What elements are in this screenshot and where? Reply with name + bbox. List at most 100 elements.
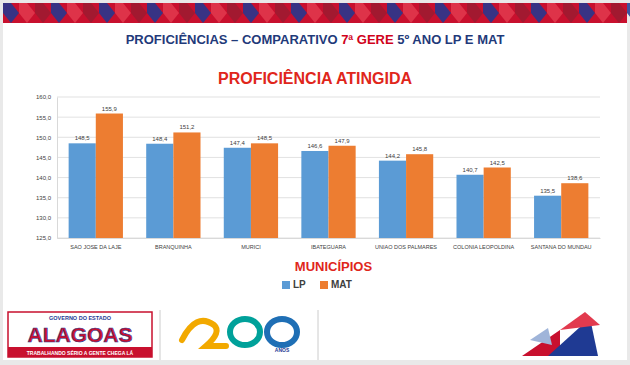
logo-arc: [182, 321, 226, 346]
grid-line: [57, 117, 600, 118]
y-tick-label: 130,0: [36, 215, 52, 221]
data-label: 148,4: [152, 136, 168, 142]
legend-item: LP: [282, 279, 306, 290]
data-label: 147,9: [335, 138, 351, 144]
x-tick: BRANQUINHA: [155, 238, 192, 250]
stripe-shape: [563, 3, 579, 23]
data-label: 146,6: [307, 143, 323, 149]
stripe-shape: [419, 3, 435, 23]
bar: [456, 175, 483, 238]
data-label: 138,6: [567, 175, 583, 181]
stripe-shape: [243, 3, 259, 23]
stripe-shape: [307, 3, 323, 23]
corner-decoration: [522, 312, 600, 356]
legend: LPMAT: [282, 279, 352, 290]
stripe-shape: [131, 3, 147, 23]
state-logo: GOVERNO DO ESTADOALAGOASTRABALHANDO SÉRI…: [8, 312, 152, 357]
bar: [534, 196, 561, 238]
x-tick-label: IBATEGUARA: [311, 244, 346, 250]
stripe-shape: [467, 3, 483, 23]
y-tick-label: 155,0: [36, 115, 52, 121]
stripe-shape: [547, 3, 563, 23]
stripe-shape: [147, 3, 163, 23]
stripe-shape: [67, 3, 83, 23]
anniversary-logo: ANOS: [182, 319, 297, 353]
heading-part: 5º ANO LP E MAT: [394, 32, 505, 47]
stripe-base: [3, 3, 627, 23]
y-axis-line: [57, 98, 58, 239]
x-axis-line: [58, 238, 601, 239]
y-tick-label: 125,0: [36, 235, 52, 241]
grid-line: [57, 97, 600, 98]
data-label: 135,5: [540, 188, 556, 194]
stripe-shape: [275, 3, 291, 23]
stripe-shape: [515, 3, 531, 23]
stripe-shape: [355, 3, 371, 23]
stripe-shape: [627, 3, 630, 23]
y-tick-label: 145,0: [36, 155, 52, 161]
logo-ring: [230, 319, 260, 345]
stripe-shape: [83, 3, 99, 23]
bar: [69, 143, 96, 238]
background: [0, 0, 630, 365]
logo-band: [8, 347, 152, 357]
data-label: 144,2: [385, 153, 401, 159]
slide: PROFICIÊNCIAS – COMPARATIVO 7ª GERE 5º A…: [0, 0, 630, 365]
top-stripe: [3, 3, 630, 23]
y-tick-label: 150,0: [36, 135, 52, 141]
stripe-shape: [499, 3, 515, 23]
stripe-shape: [323, 3, 339, 23]
legend-swatch: [320, 281, 328, 289]
stripe-shape: [595, 3, 611, 23]
data-label: 151,2: [179, 124, 195, 130]
heading-part: 7ª GERE: [341, 32, 394, 47]
y-tick: 145,0: [36, 155, 57, 161]
y-tick-label: 160,0: [36, 94, 52, 100]
x-tick-label: MURICI: [241, 244, 261, 250]
bars: [69, 114, 589, 238]
stripe-shape: [339, 3, 355, 23]
stripe-shape: [227, 3, 243, 23]
logo-motto: TRABALHANDO SÉRIO A GENTE CHEGA LÁ: [27, 349, 134, 356]
stripe-shape: [611, 3, 627, 23]
bar: [379, 161, 406, 238]
logo-frame: [8, 312, 152, 357]
bar: [406, 154, 433, 238]
stripe-shape: [579, 3, 595, 23]
y-tick-label: 140,0: [36, 175, 52, 181]
stripe-shape: [387, 3, 403, 23]
x-tick-label: SANTANA DO MUNDAU: [531, 244, 592, 250]
stripe-shape: [99, 3, 115, 23]
y-tick: 125,0: [36, 235, 57, 241]
bar: [224, 148, 251, 238]
legend-swatch: [282, 281, 290, 289]
x-axis-title: MUNICÍPIOS: [295, 259, 373, 274]
x-tick: COLONIA LEOPOLDINA: [453, 238, 514, 250]
y-tick-label: 135,0: [36, 195, 52, 201]
y-tick: 135,0: [36, 195, 57, 201]
divider: [318, 310, 319, 360]
stripe-shape: [291, 3, 307, 23]
y-tick: 130,0: [36, 215, 57, 221]
logo-anos: ANOS: [275, 347, 290, 353]
x-tick-label: SAO JOSE DA LAJE: [70, 244, 121, 250]
stripe-shape: [483, 3, 499, 23]
stripe-shape: [371, 3, 387, 23]
y-tick: 150,0: [36, 135, 57, 141]
grid: [57, 97, 600, 238]
bar: [146, 144, 173, 238]
heading-part: PROFICIÊNCIAS – COMPARATIVO: [126, 32, 341, 47]
triangle: [560, 312, 600, 330]
bar: [301, 151, 328, 238]
y-tick: 160,0: [36, 94, 57, 100]
x-tick: SANTANA DO MUNDAU: [531, 238, 592, 250]
data-label: 145,8: [412, 146, 428, 152]
x-tick: MURICI: [241, 238, 261, 250]
data-label: 142,5: [490, 160, 506, 166]
bar: [561, 183, 588, 238]
x-tick-label: BRANQUINHA: [155, 244, 192, 250]
data-label: 148,5: [257, 135, 273, 141]
triangle: [530, 328, 552, 345]
bar: [329, 146, 356, 238]
stripe-shape: [3, 3, 19, 23]
